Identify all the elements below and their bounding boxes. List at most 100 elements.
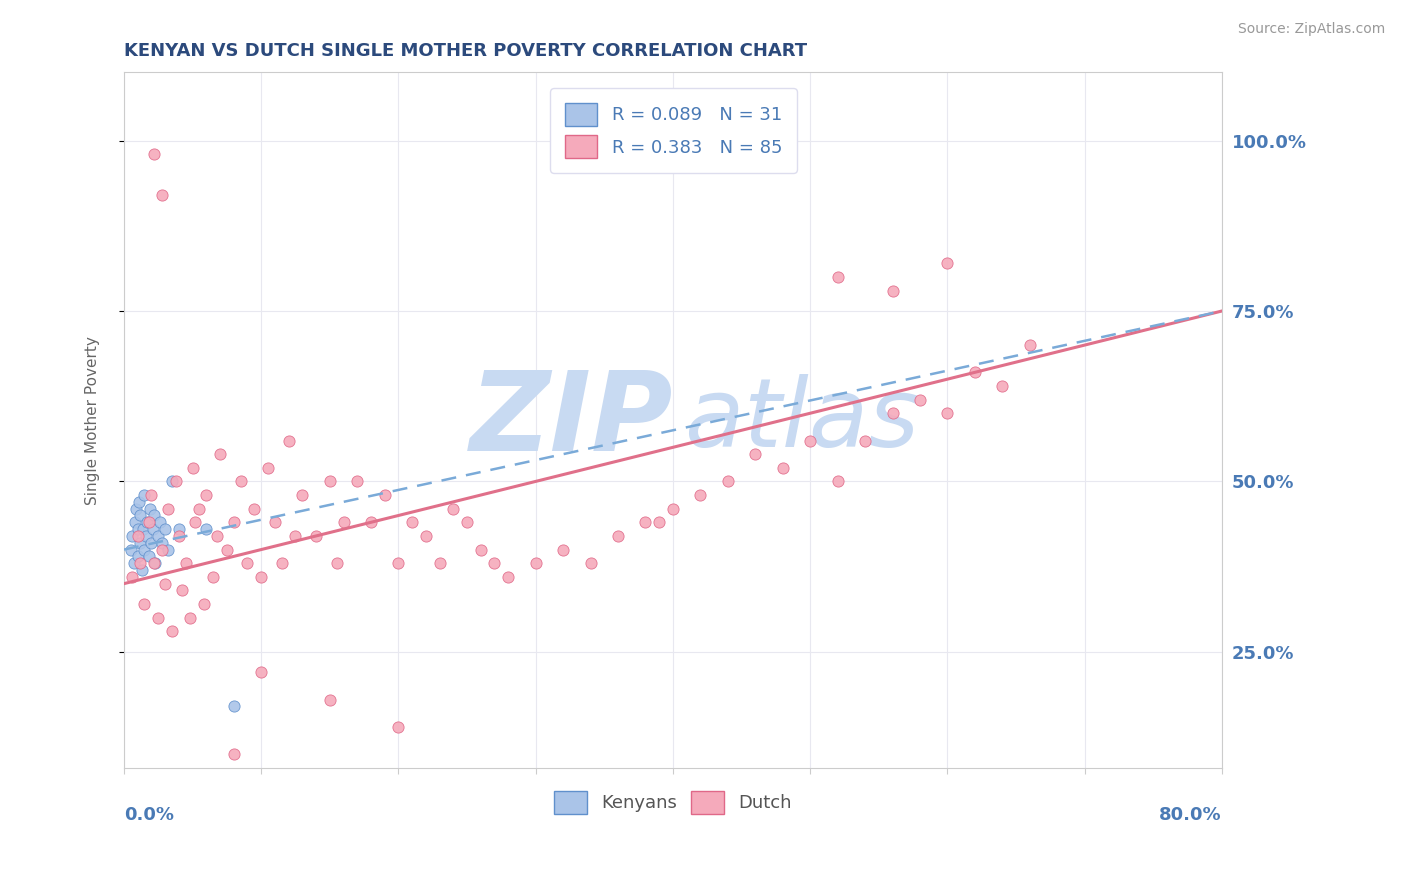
Point xyxy=(165,475,187,489)
Point xyxy=(270,556,292,570)
Text: 0.0%: 0.0% xyxy=(124,806,174,824)
Point xyxy=(193,597,215,611)
Point xyxy=(648,516,671,530)
Point xyxy=(332,516,354,530)
Point xyxy=(150,542,173,557)
Point xyxy=(401,516,423,530)
Point xyxy=(134,597,156,611)
Point xyxy=(143,147,166,161)
Point xyxy=(853,434,876,448)
Point xyxy=(250,570,273,584)
Point xyxy=(387,556,409,570)
Point xyxy=(121,570,143,584)
Point xyxy=(222,699,245,714)
Point xyxy=(121,529,143,543)
Point xyxy=(524,556,547,570)
Point xyxy=(827,269,849,284)
Point xyxy=(882,406,904,420)
Point xyxy=(170,583,193,598)
Point xyxy=(143,556,166,570)
Point xyxy=(243,501,266,516)
Point xyxy=(470,542,492,557)
Point xyxy=(429,556,451,570)
Point xyxy=(174,556,197,570)
Point xyxy=(291,488,314,502)
Point xyxy=(129,508,152,523)
Point xyxy=(138,549,160,564)
Point xyxy=(134,488,156,502)
Point xyxy=(160,475,183,489)
Point xyxy=(772,460,794,475)
Point xyxy=(319,475,342,489)
Point xyxy=(188,501,211,516)
Point xyxy=(484,556,506,570)
Point xyxy=(827,475,849,489)
Point xyxy=(441,501,464,516)
Point xyxy=(207,529,229,543)
Point xyxy=(132,522,155,536)
Point xyxy=(346,475,368,489)
Point xyxy=(908,392,931,407)
Point xyxy=(150,535,173,549)
Point xyxy=(799,434,821,448)
Point xyxy=(689,488,711,502)
Point xyxy=(184,516,207,530)
Point xyxy=(128,495,150,509)
Point xyxy=(124,516,146,530)
Point xyxy=(374,488,396,502)
Point xyxy=(662,501,685,516)
Point xyxy=(991,379,1014,393)
Point xyxy=(325,556,347,570)
Point xyxy=(160,624,183,639)
Point xyxy=(250,665,273,680)
Text: KENYAN VS DUTCH SINGLE MOTHER POVERTY CORRELATION CHART: KENYAN VS DUTCH SINGLE MOTHER POVERTY CO… xyxy=(124,42,807,60)
Point xyxy=(156,501,179,516)
Point xyxy=(236,556,259,570)
Point xyxy=(129,556,152,570)
Point xyxy=(456,516,478,530)
Legend: Kenyans, Dutch: Kenyans, Dutch xyxy=(547,783,799,822)
Point xyxy=(222,747,245,761)
Point xyxy=(360,516,382,530)
Point xyxy=(496,570,519,584)
Point xyxy=(202,570,225,584)
Point xyxy=(156,542,179,557)
Point xyxy=(222,516,245,530)
Point xyxy=(138,516,160,530)
Point xyxy=(143,508,166,523)
Point xyxy=(553,542,575,557)
Point xyxy=(284,529,307,543)
Text: ZIP: ZIP xyxy=(470,367,673,474)
Text: atlas: atlas xyxy=(683,374,920,467)
Point xyxy=(142,522,165,536)
Y-axis label: Single Mother Poverty: Single Mother Poverty xyxy=(86,335,100,505)
Point xyxy=(145,556,167,570)
Point xyxy=(125,501,148,516)
Point xyxy=(122,556,145,570)
Point xyxy=(936,406,959,420)
Point xyxy=(319,692,342,706)
Point xyxy=(167,522,190,536)
Point xyxy=(744,447,766,461)
Point xyxy=(305,529,328,543)
Point xyxy=(127,522,149,536)
Point xyxy=(136,516,159,530)
Point xyxy=(229,475,252,489)
Point xyxy=(135,529,157,543)
Point xyxy=(148,529,170,543)
Point xyxy=(607,529,630,543)
Point xyxy=(134,542,156,557)
Point xyxy=(882,284,904,298)
Point xyxy=(127,549,149,564)
Point xyxy=(153,522,176,536)
Text: 80.0%: 80.0% xyxy=(1160,806,1222,824)
Point xyxy=(936,256,959,270)
Point xyxy=(150,188,173,202)
Point xyxy=(634,516,657,530)
Point xyxy=(387,720,409,734)
Point xyxy=(127,529,149,543)
Point xyxy=(579,556,602,570)
Point xyxy=(215,542,238,557)
Point xyxy=(129,535,152,549)
Point xyxy=(1018,338,1040,352)
